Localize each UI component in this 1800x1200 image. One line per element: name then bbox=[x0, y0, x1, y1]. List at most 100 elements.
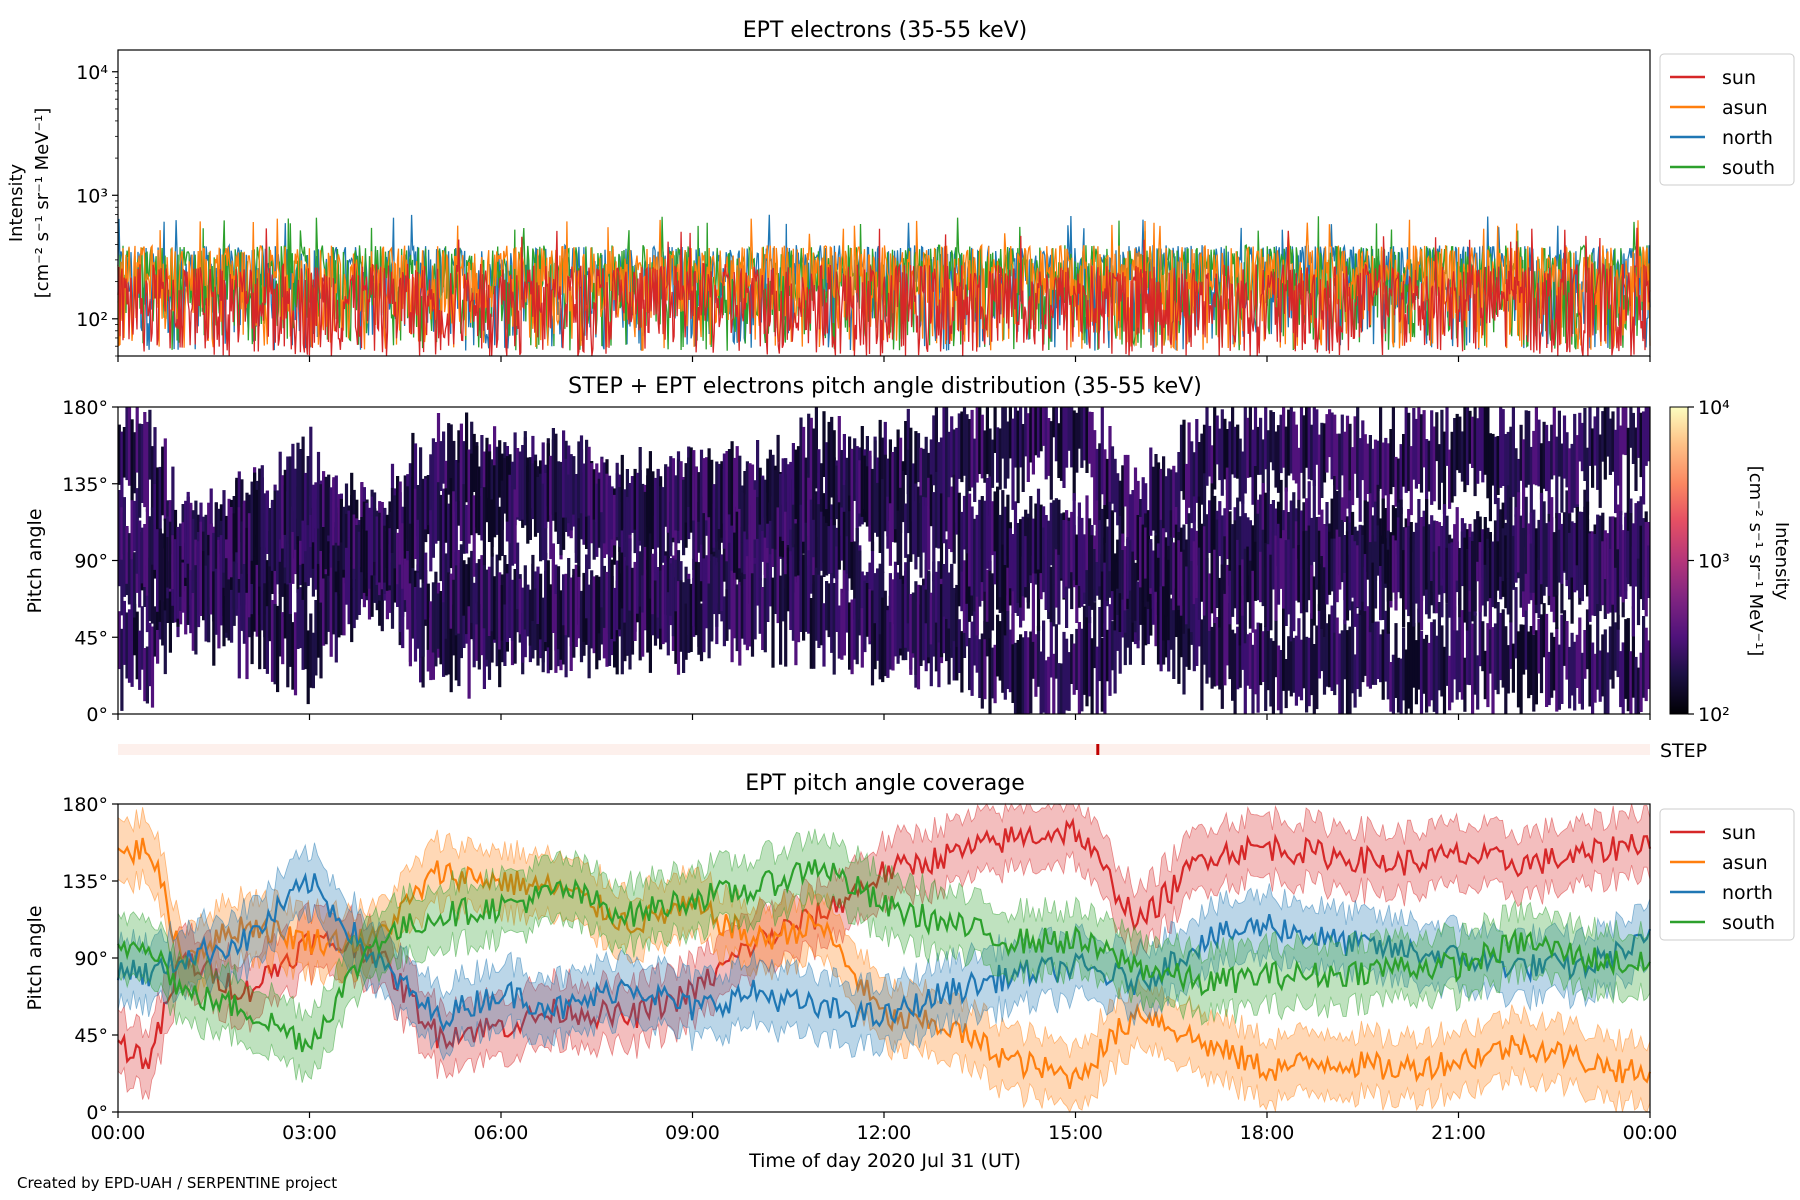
pad-cell bbox=[1636, 558, 1641, 626]
pad-cell bbox=[1095, 646, 1099, 714]
pad-cell bbox=[429, 601, 433, 669]
pad-cell bbox=[1021, 637, 1025, 714]
pad-cell bbox=[1310, 517, 1314, 595]
pad-cell bbox=[1537, 419, 1541, 487]
pad-cell bbox=[293, 468, 298, 550]
pad-cell bbox=[288, 531, 292, 583]
pad-cell bbox=[998, 514, 1002, 598]
pad-cell bbox=[825, 581, 829, 631]
pad-cell bbox=[825, 442, 829, 510]
pad-cell bbox=[1131, 557, 1135, 623]
pad-cell bbox=[809, 417, 813, 488]
y-tick-label: 135° bbox=[62, 871, 108, 893]
pad-cell bbox=[592, 469, 596, 520]
pad-cell bbox=[1611, 603, 1615, 689]
pad-cell bbox=[796, 521, 801, 583]
pad-cell bbox=[1065, 407, 1069, 468]
pad-cell bbox=[720, 554, 724, 612]
pad-cell bbox=[929, 474, 933, 527]
pad-cell bbox=[870, 468, 875, 551]
pad-cell bbox=[1044, 515, 1048, 610]
pad-cell bbox=[1471, 541, 1475, 622]
pad-cell bbox=[850, 448, 854, 542]
x-tick-label: 21:00 bbox=[1431, 1122, 1486, 1144]
pad-cell bbox=[1088, 411, 1092, 464]
pad-cell bbox=[270, 600, 275, 682]
pad-cell bbox=[452, 491, 456, 580]
pad-cell bbox=[776, 503, 780, 596]
pad-cell bbox=[1588, 407, 1592, 466]
pad-cell bbox=[327, 541, 331, 591]
pad-cell bbox=[1248, 520, 1252, 576]
pad-cell bbox=[457, 631, 461, 687]
pad-cell bbox=[263, 590, 267, 669]
pad-cell bbox=[779, 575, 783, 665]
pad-cell bbox=[947, 497, 951, 549]
pad-cell bbox=[531, 554, 535, 621]
pad-cell bbox=[1550, 517, 1554, 612]
pad-cell bbox=[1442, 431, 1447, 514]
pad-cell bbox=[807, 550, 811, 634]
pad-cell bbox=[802, 554, 806, 641]
pad-cell bbox=[189, 502, 193, 585]
pad-cell bbox=[1522, 624, 1526, 675]
pad-cell bbox=[710, 459, 714, 509]
pad-cell bbox=[587, 487, 591, 569]
pad-cell bbox=[1305, 407, 1309, 468]
pad-cell bbox=[817, 574, 821, 648]
pad-cell bbox=[1555, 436, 1559, 519]
pad-cell bbox=[477, 466, 481, 536]
pad-cell bbox=[1105, 526, 1109, 601]
pad-cell bbox=[830, 519, 834, 586]
pad-cell bbox=[487, 451, 492, 542]
pad-cell bbox=[1128, 494, 1132, 574]
pad-cell bbox=[1537, 558, 1541, 618]
pad-cell bbox=[957, 492, 961, 584]
pad-cell bbox=[993, 533, 997, 585]
pad-cell bbox=[901, 583, 905, 661]
pad-cell bbox=[1504, 535, 1508, 609]
pad-cell bbox=[1302, 531, 1306, 611]
pad-cell bbox=[1116, 539, 1120, 589]
pad-cell bbox=[1325, 526, 1329, 605]
pad-cell bbox=[1328, 531, 1332, 595]
pad-cell bbox=[362, 501, 366, 593]
pad-cell bbox=[449, 573, 453, 629]
pad-cell bbox=[1085, 553, 1089, 618]
pad-cell bbox=[367, 507, 372, 589]
pad-cell bbox=[454, 622, 458, 681]
pad-cell bbox=[1271, 531, 1275, 590]
pad-cell bbox=[922, 585, 926, 661]
pad-cell bbox=[1501, 609, 1505, 688]
pad-cell bbox=[1266, 544, 1270, 631]
pad-cell bbox=[1580, 511, 1584, 602]
pad-cell bbox=[978, 639, 982, 698]
pad-cell bbox=[1248, 632, 1252, 689]
pad-cell bbox=[993, 644, 997, 704]
pad-cell bbox=[130, 555, 134, 641]
pad-cell bbox=[1100, 508, 1104, 572]
pad-cell bbox=[1187, 620, 1191, 670]
pad-cell bbox=[832, 521, 836, 579]
pad-cell bbox=[1259, 494, 1263, 572]
pad-cell bbox=[145, 646, 149, 704]
pad-cell bbox=[1414, 522, 1418, 588]
pad-cell bbox=[133, 603, 137, 656]
pad-cell bbox=[1001, 519, 1005, 612]
pad-cell bbox=[814, 567, 818, 641]
pad-cell bbox=[1624, 512, 1628, 599]
pad-cell bbox=[1351, 447, 1355, 506]
pad-cell bbox=[886, 610, 890, 678]
pad-cell bbox=[659, 486, 663, 571]
pad-cell bbox=[577, 576, 581, 639]
pad-cell bbox=[1287, 512, 1291, 565]
pad-cell bbox=[613, 494, 617, 546]
pad-cell bbox=[722, 596, 726, 647]
pad-cell bbox=[1644, 627, 1648, 702]
pad-cell bbox=[1077, 407, 1081, 449]
pad-cell bbox=[1614, 622, 1618, 671]
pad-cell bbox=[990, 501, 995, 556]
pad-cell bbox=[945, 474, 949, 532]
pad-cell bbox=[743, 579, 747, 645]
legend-label-south: south bbox=[1722, 157, 1775, 179]
